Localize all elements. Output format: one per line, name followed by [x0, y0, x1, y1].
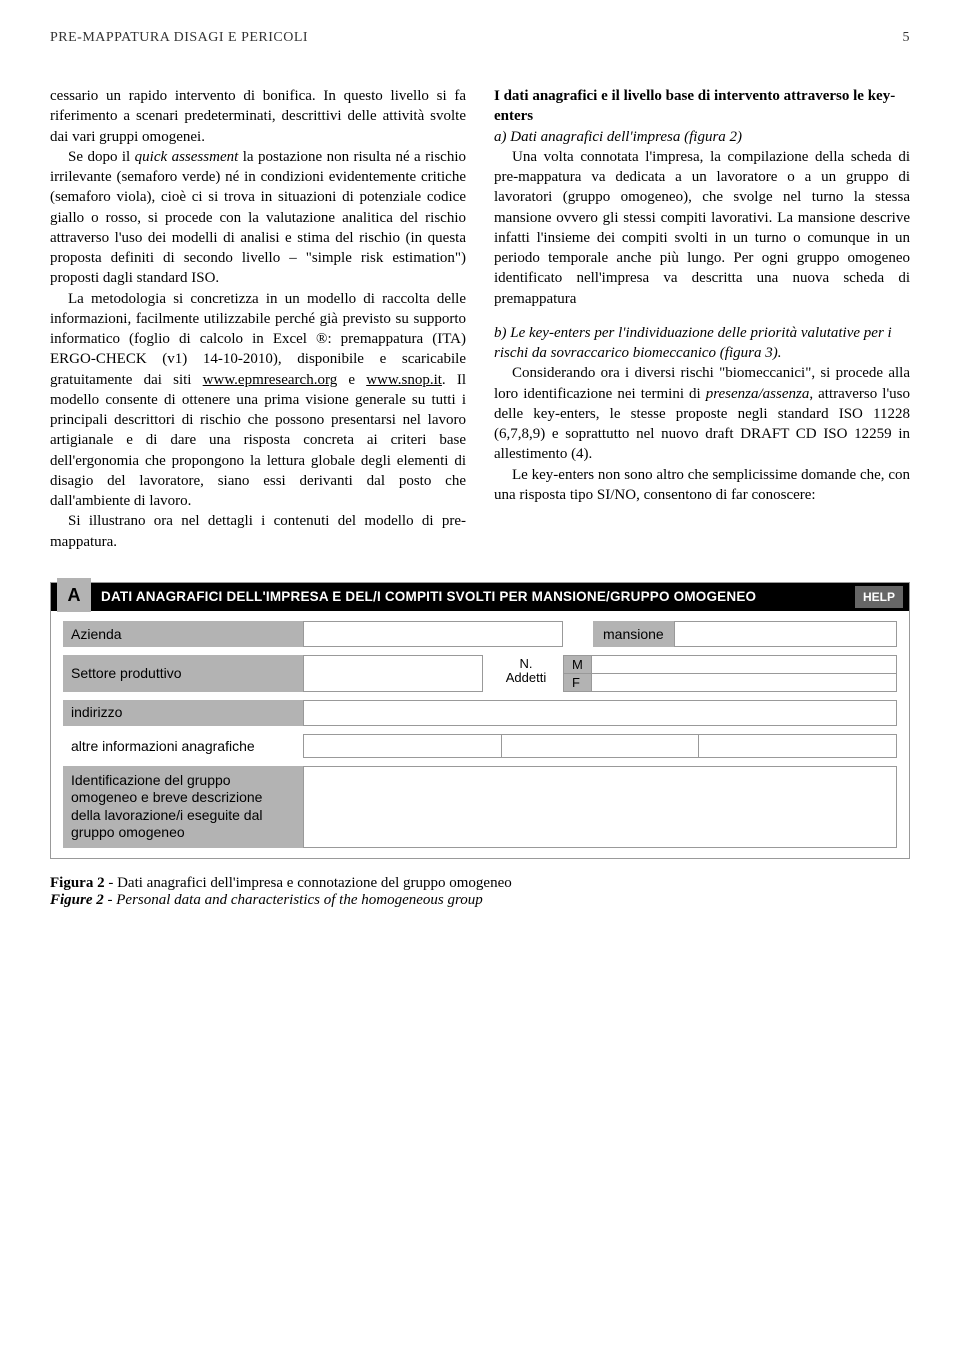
figure-caption-it: Figura 2 - Dati anagrafici dell'impresa … — [50, 875, 910, 892]
input-settore[interactable] — [303, 655, 483, 692]
row-azienda-right: mansione — [303, 621, 897, 647]
input-azienda[interactable] — [303, 621, 563, 647]
figure-2: A DATI ANAGRAFICI DELL'IMPRESA E DEL/I C… — [50, 582, 910, 859]
link-snop[interactable]: www.snop.it — [366, 372, 442, 388]
label-altre: altre informazioni anagrafiche — [63, 734, 303, 758]
label-m: M — [564, 656, 591, 674]
row-gruppo: Identificazione del gruppo omogeneo e br… — [63, 766, 897, 848]
figure-title: DATI ANAGRAFICI DELL'IMPRESA E DEL/I COM… — [101, 589, 855, 604]
left-column: cessario un rapido intervento di bonific… — [50, 86, 466, 552]
input-indirizzo[interactable] — [303, 700, 897, 726]
page-header: PRE-MAPPATURA DISAGI E PERICOLI 5 — [50, 30, 910, 46]
input-f[interactable] — [592, 674, 896, 691]
right-column: I dati anagrafici e il livello base di i… — [494, 86, 910, 552]
left-p4: Si illustrano ora nel dettagli i contenu… — [50, 511, 466, 552]
right-heading: I dati anagrafici e il livello base di i… — [494, 86, 910, 127]
input-mansione[interactable] — [674, 621, 897, 647]
left-p3: La metodologia si concretizza in un mode… — [50, 289, 466, 512]
altre-inputs — [303, 734, 897, 758]
figure-body: Azienda mansione Settore produttivo N. A… — [51, 611, 909, 858]
left-p2: Se dopo il quick assessment la postazion… — [50, 147, 466, 289]
figure-letter: A — [57, 578, 91, 612]
input-m[interactable] — [592, 656, 896, 674]
input-gruppo[interactable] — [303, 766, 897, 848]
label-azienda: Azienda — [63, 621, 303, 647]
row-settore-right: N. Addetti M F — [303, 655, 897, 692]
help-button[interactable]: HELP — [855, 586, 903, 608]
input-altre-1[interactable] — [303, 734, 502, 758]
figure-caption-en: Figure 2 - Personal data and characteris… — [50, 892, 910, 909]
mf-inputs — [592, 655, 897, 692]
header-title: PRE-MAPPATURA DISAGI E PERICOLI — [50, 30, 308, 46]
right-sub-a: a) Dati anagrafici dell'impresa (figura … — [494, 127, 910, 147]
label-f: F — [564, 674, 591, 691]
left-p1: cessario un rapido intervento di bonific… — [50, 86, 466, 147]
link-epmresearch[interactable]: www.epmresearch.org — [203, 372, 338, 388]
input-altre-3[interactable] — [699, 734, 897, 758]
label-mansione: mansione — [593, 621, 674, 647]
right-sub-b: b) Le key-enters per l'individuazione de… — [494, 323, 910, 364]
row-altre: altre informazioni anagrafiche — [63, 734, 897, 758]
right-b-p1: Considerando ora i diversi rischi "biome… — [494, 363, 910, 464]
label-n-addetti: N. Addetti — [483, 655, 563, 692]
label-gruppo: Identificazione del gruppo omogeneo e br… — [63, 766, 303, 848]
body-columns: cessario un rapido intervento di bonific… — [50, 86, 910, 552]
page-number: 5 — [903, 30, 911, 46]
right-a-p1: Una volta connotata l'impresa, la compil… — [494, 147, 910, 309]
input-altre-2[interactable] — [502, 734, 700, 758]
label-settore: Settore produttivo — [63, 655, 303, 692]
figure-header: A DATI ANAGRAFICI DELL'IMPRESA E DEL/I C… — [51, 583, 909, 611]
right-b-p2: Le key-enters non sono altro che semplic… — [494, 465, 910, 506]
mf-labels: M F — [563, 655, 592, 692]
label-indirizzo: indirizzo — [63, 700, 303, 726]
